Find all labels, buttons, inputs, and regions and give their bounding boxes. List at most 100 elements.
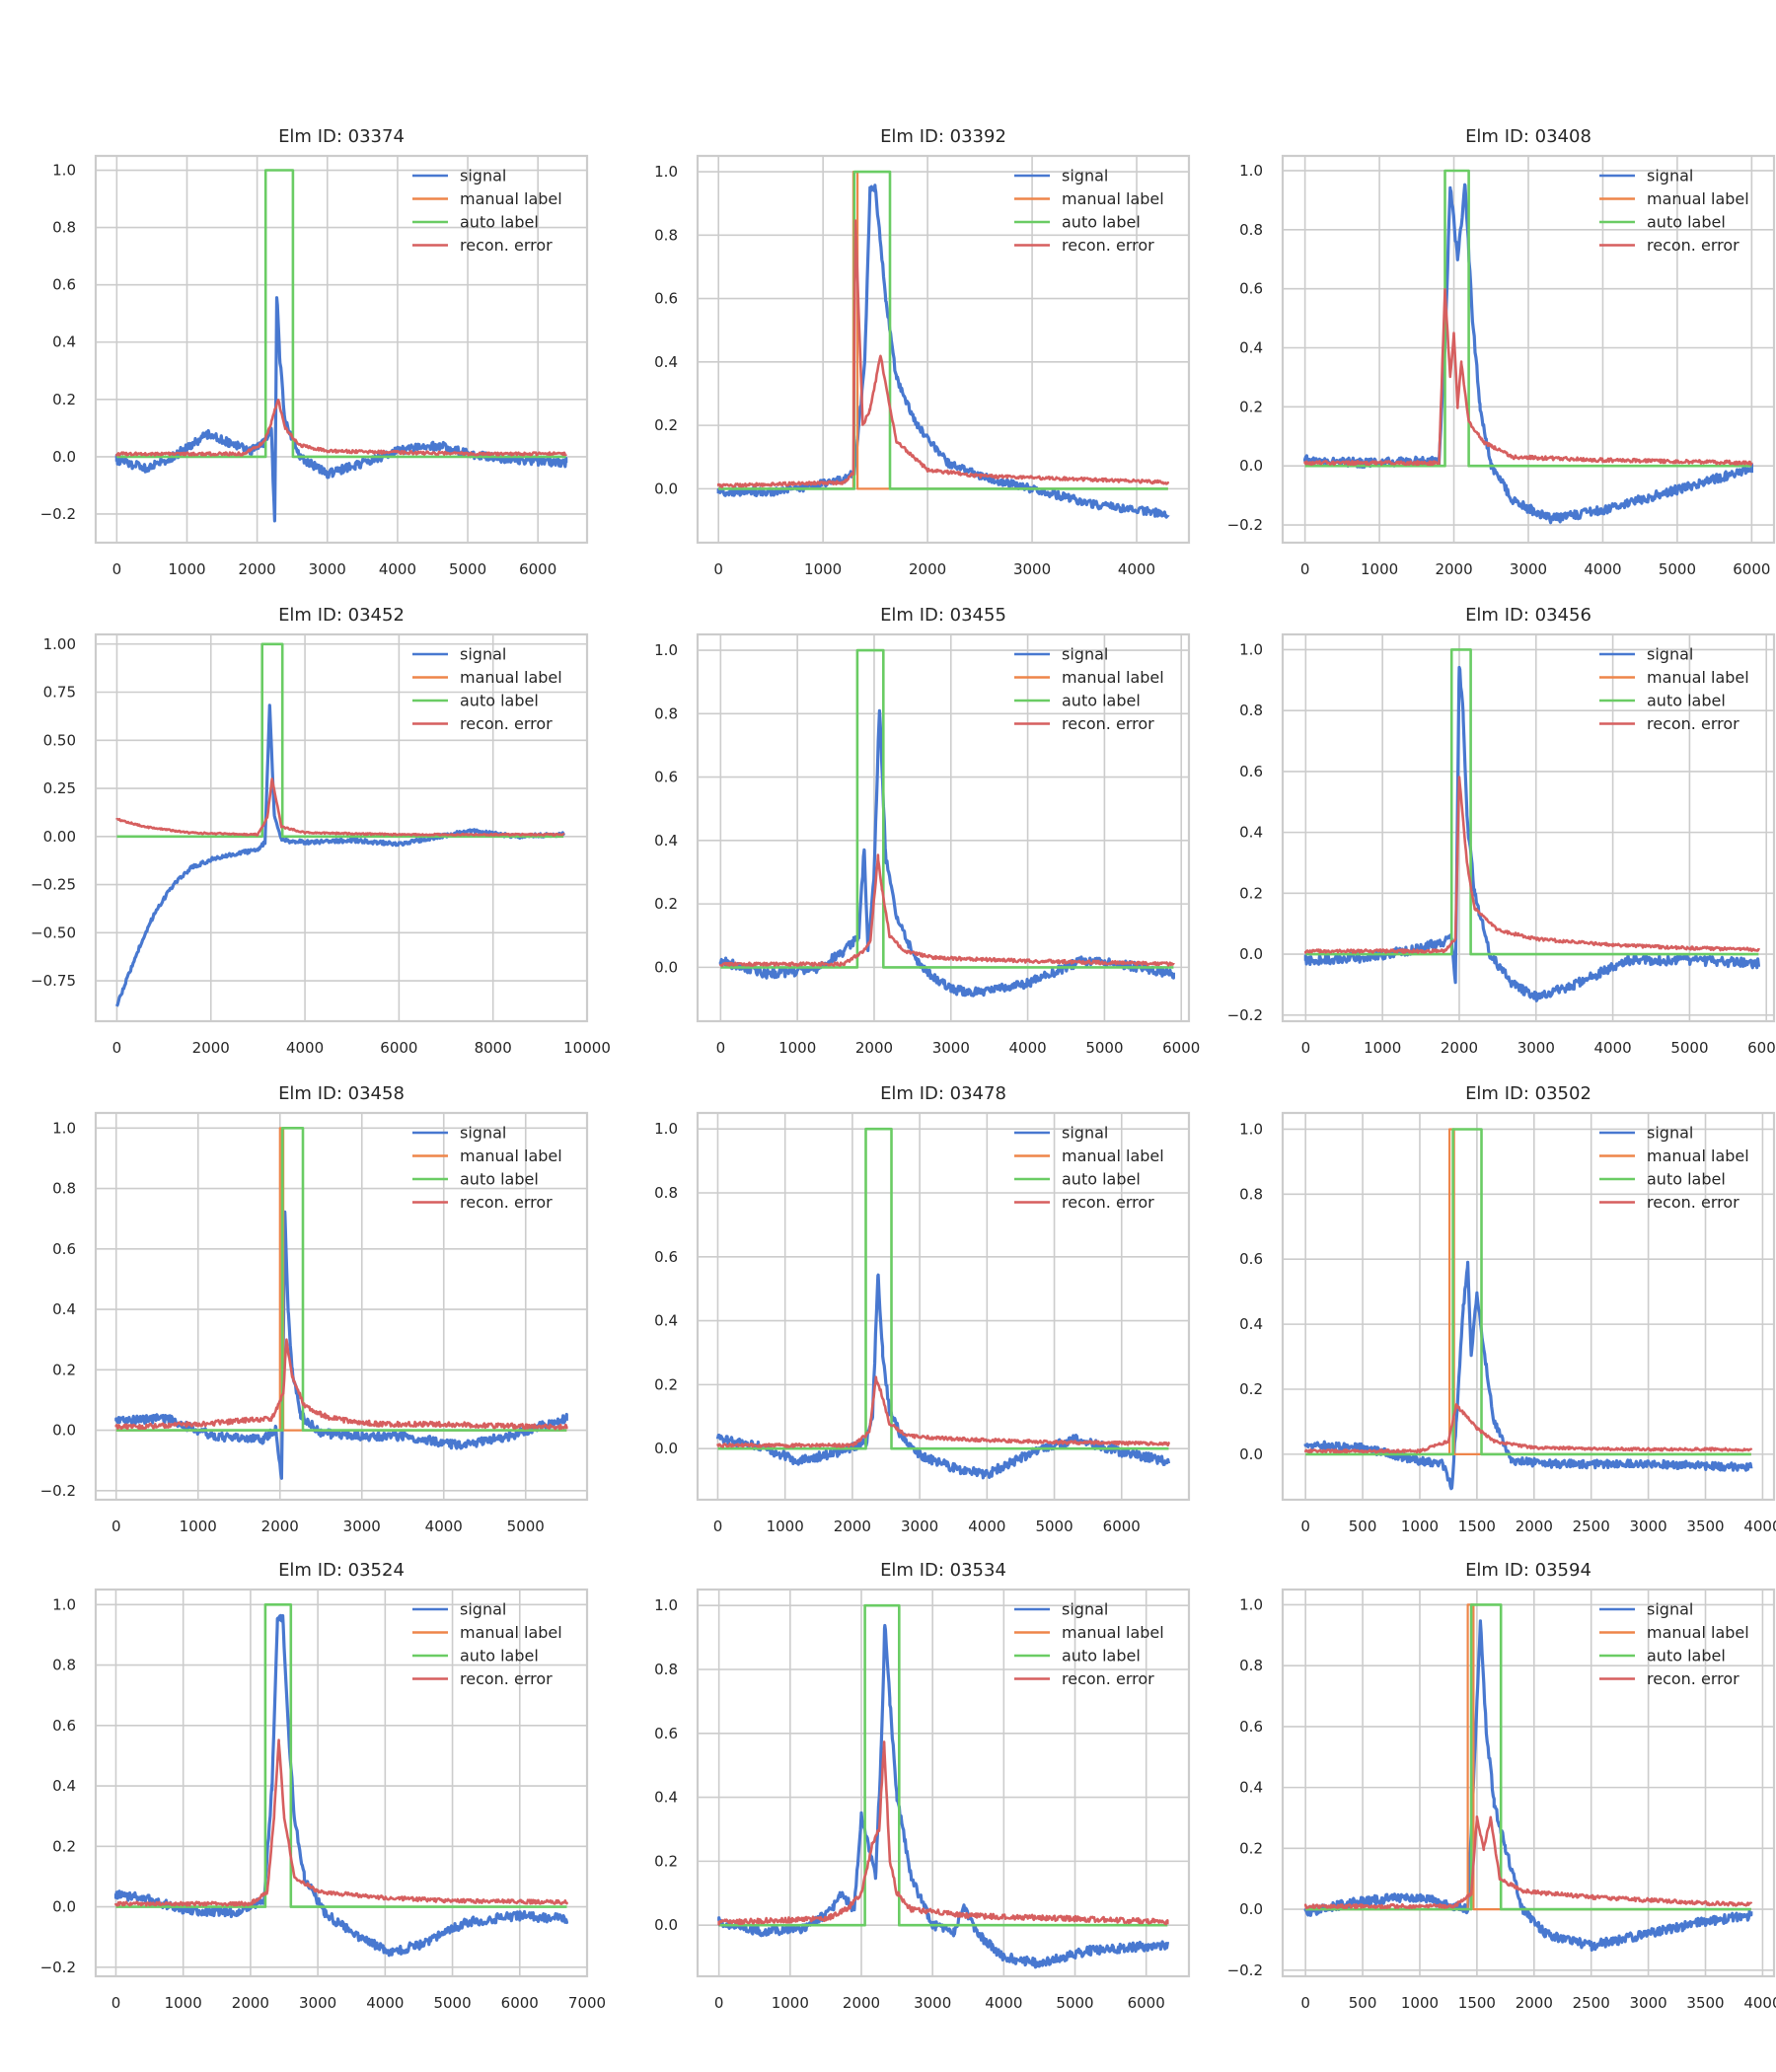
series-line-recon-error bbox=[1303, 1815, 1753, 1910]
x-tick-label: 500 bbox=[1349, 1517, 1377, 1535]
x-tick-label: 0 bbox=[1300, 1994, 1310, 2012]
x-tick-label: 1000 bbox=[1401, 1517, 1439, 1535]
x-tick-label: 2500 bbox=[1573, 1517, 1610, 1535]
y-tick-label: 1.0 bbox=[654, 1120, 678, 1138]
legend-entry: auto label bbox=[1647, 1170, 1726, 1189]
plot-area bbox=[114, 642, 565, 1007]
legend-entry: recon. error bbox=[1062, 236, 1154, 255]
y-tick-label: 0.0 bbox=[52, 448, 76, 466]
x-tick-label: 3000 bbox=[309, 560, 346, 578]
subplot-10: 0 1000 2000 3000 4000 5000 6000 0.0 0.2 0.4 0.6 0.8… bbox=[654, 1560, 1191, 2012]
axes-frame bbox=[94, 632, 589, 1023]
axes-frame bbox=[696, 1588, 1191, 1978]
series-line-auto-label bbox=[1305, 648, 1759, 956]
x-tick-label: 2000 bbox=[192, 1039, 230, 1057]
series-line-signal bbox=[114, 296, 568, 523]
x-tick-label: 2000 bbox=[1441, 1039, 1478, 1057]
legend-entry: auto label bbox=[460, 213, 539, 232]
axes-frame bbox=[1281, 1588, 1776, 1978]
x-tick-label: 1000 bbox=[1401, 1994, 1439, 2012]
series-line-recon-error bbox=[717, 1740, 1169, 1926]
subplot-title: Elm ID: 03456 bbox=[1465, 605, 1591, 626]
x-tick-label: 2000 bbox=[909, 560, 946, 578]
axes-frame bbox=[94, 1588, 589, 1978]
y-tick-label: 0.4 bbox=[1239, 339, 1263, 357]
x-tick-label: 3000 bbox=[1013, 560, 1051, 578]
x-tick-label: 1000 bbox=[1361, 560, 1398, 578]
plot-area bbox=[114, 1127, 568, 1480]
y-tick-label: 0.8 bbox=[1239, 1185, 1263, 1203]
legend-entry: auto label bbox=[1062, 692, 1141, 710]
y-tick-label: 0.00 bbox=[43, 828, 76, 846]
legend-entry: signal bbox=[1062, 1600, 1108, 1619]
x-tick-label: 0 bbox=[1301, 1039, 1311, 1057]
x-tick-label: 1000 bbox=[1364, 1039, 1401, 1057]
x-tick-label: 2000 bbox=[1516, 1517, 1553, 1535]
plot-area bbox=[114, 169, 568, 523]
x-tick-label: 3000 bbox=[1630, 1517, 1667, 1535]
legend-entry: signal bbox=[460, 1600, 506, 1619]
y-tick-label: −0.25 bbox=[31, 876, 76, 894]
x-tick-label: 1000 bbox=[180, 1517, 217, 1535]
x-tick-label: 3000 bbox=[901, 1517, 938, 1535]
y-tick-label: 0.2 bbox=[654, 416, 678, 434]
subplot-title: Elm ID: 03458 bbox=[278, 1083, 405, 1104]
y-tick-label: 0.8 bbox=[654, 226, 678, 244]
y-tick-label: 0.6 bbox=[52, 1717, 76, 1735]
legend-entry: recon. error bbox=[1647, 236, 1739, 255]
subplot-6: 0 1000 2000 3000 4000 5000 −0.2 0.0 0.2 0.4 0.6 0.8… bbox=[40, 1083, 589, 1535]
subplot-4: 0 1000 2000 3000 4000 5000 6000 0.0 0.2 0.4 0.6 0.8… bbox=[654, 605, 1200, 1057]
y-tick-label: 1.0 bbox=[52, 1595, 76, 1613]
series-line-auto-label bbox=[718, 170, 1168, 490]
legend-entry: manual label bbox=[1647, 668, 1749, 687]
x-tick-label: 7000 bbox=[568, 1994, 606, 2012]
y-tick-label: 0.0 bbox=[654, 958, 678, 976]
legend-entry: manual label bbox=[1647, 1623, 1749, 1642]
series-line-recon-error bbox=[115, 399, 567, 457]
x-tick-label: 4000 bbox=[1743, 1517, 1776, 1535]
y-tick-label: −0.50 bbox=[31, 924, 76, 941]
subplot-9: 0 1000 2000 3000 4000 5000 6000 7000 −0.2 0.0 0.2 0… bbox=[40, 1560, 607, 2012]
legend-entry: signal bbox=[460, 645, 506, 664]
series-line-auto-label bbox=[115, 1603, 567, 1908]
subplot-title: Elm ID: 03534 bbox=[880, 1560, 1006, 1581]
x-tick-label: 5000 bbox=[1056, 1994, 1093, 2012]
y-tick-label: 0.2 bbox=[52, 1361, 76, 1378]
y-tick-label: 0.6 bbox=[1239, 1718, 1263, 1736]
y-tick-label: 0.2 bbox=[52, 391, 76, 408]
y-tick-label: 1.00 bbox=[43, 635, 76, 653]
series-line-recon-error bbox=[1303, 1403, 1753, 1454]
x-tick-label: 4000 bbox=[1118, 560, 1155, 578]
x-tick-label: 4000 bbox=[1594, 1039, 1632, 1057]
y-tick-label: 0.8 bbox=[52, 1180, 76, 1198]
y-tick-label: 0.4 bbox=[1239, 824, 1263, 842]
x-tick-label: 6000 bbox=[1747, 1039, 1776, 1057]
y-tick-label: 0.6 bbox=[1239, 280, 1263, 298]
x-tick-label: 6000 bbox=[380, 1039, 417, 1057]
legend-entry: manual label bbox=[1062, 1623, 1164, 1642]
y-tick-label: 1.0 bbox=[654, 641, 678, 659]
x-tick-label: 6000 bbox=[519, 560, 556, 578]
legend-entry: manual label bbox=[1062, 189, 1164, 208]
x-tick-label: 4000 bbox=[379, 560, 416, 578]
series-line-auto-label bbox=[720, 648, 1174, 969]
x-tick-label: 6000 bbox=[1103, 1517, 1141, 1535]
x-tick-label: 5000 bbox=[449, 560, 486, 578]
x-tick-label: 1000 bbox=[168, 560, 205, 578]
x-tick-label: 3000 bbox=[1630, 1994, 1667, 2012]
series-line-auto-label bbox=[1305, 1128, 1751, 1456]
x-tick-label: 3500 bbox=[1686, 1994, 1724, 2012]
x-tick-label: 0 bbox=[1300, 560, 1310, 578]
series-line-auto-label bbox=[1305, 1603, 1751, 1911]
y-tick-label: 0.8 bbox=[1239, 221, 1263, 239]
series-line-recon-error bbox=[114, 1739, 568, 1907]
y-tick-label: 0.6 bbox=[52, 1240, 76, 1258]
y-tick-label: 0.4 bbox=[1239, 1315, 1263, 1333]
y-tick-label: 0.2 bbox=[1239, 884, 1263, 902]
x-tick-label: 2000 bbox=[1435, 560, 1472, 578]
x-tick-label: 4000 bbox=[1584, 560, 1621, 578]
x-tick-label: 4000 bbox=[1009, 1039, 1047, 1057]
legend-entry: auto label bbox=[1647, 1647, 1726, 1665]
series-line-recon-error bbox=[114, 1338, 568, 1431]
y-tick-label: 0.2 bbox=[1239, 1380, 1263, 1398]
